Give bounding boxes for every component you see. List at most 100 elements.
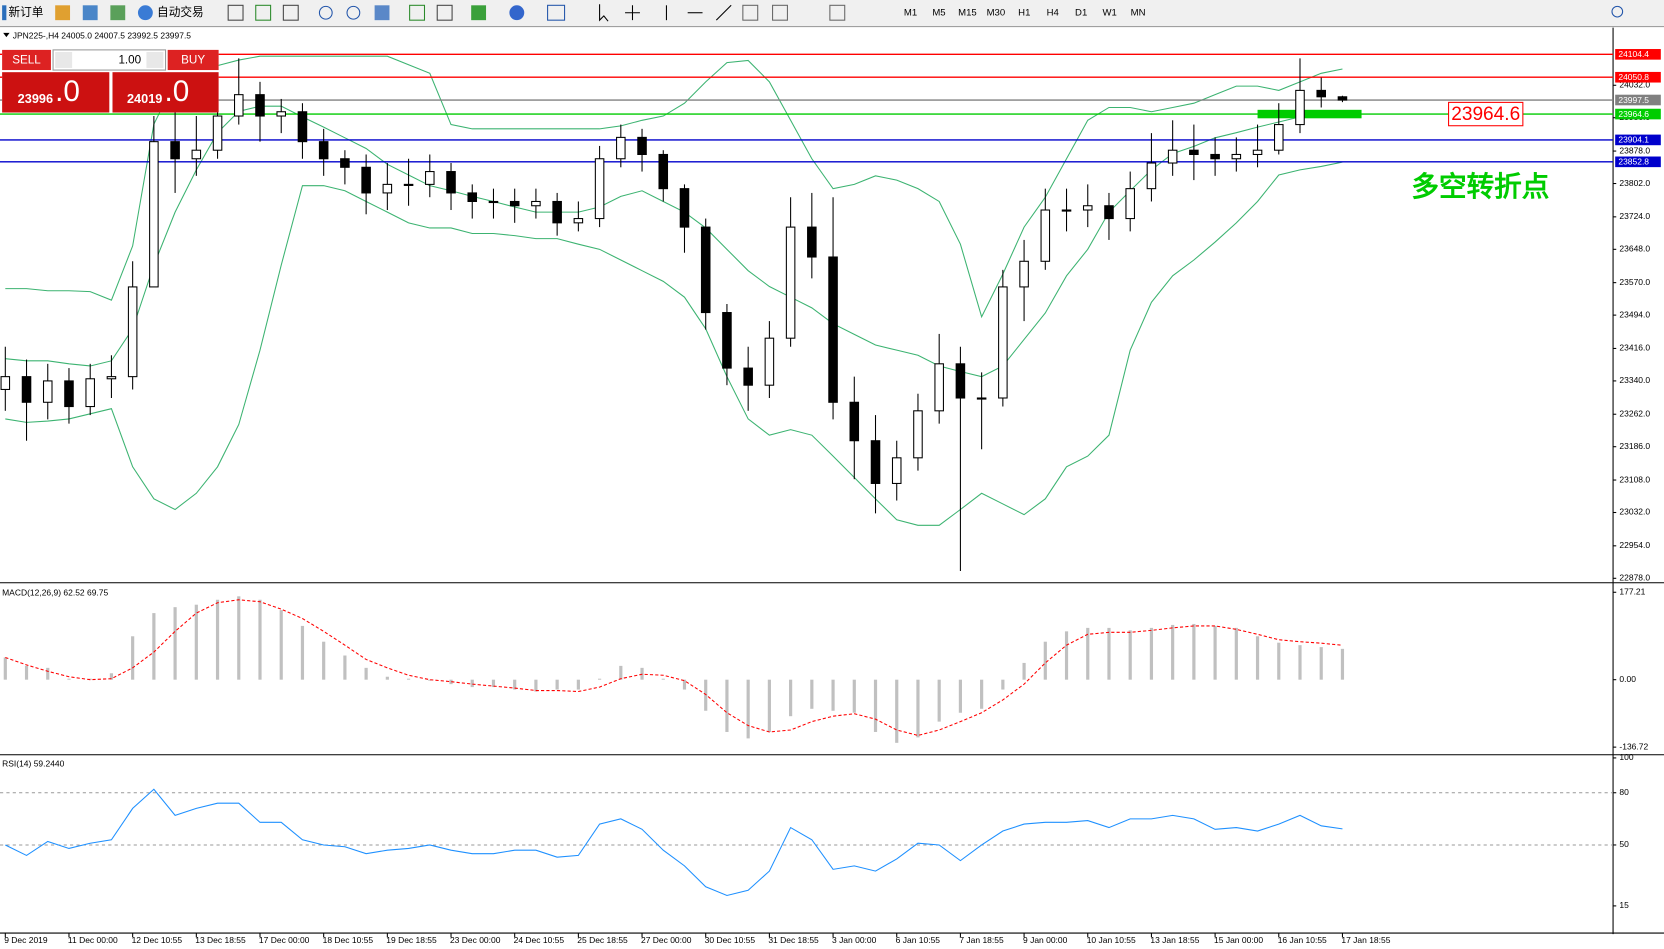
- auto-trading-button[interactable]: 自动交易: [157, 5, 204, 19]
- sell-button[interactable]: [2, 49, 51, 71]
- y-tick-label: 24032.0: [1619, 80, 1650, 90]
- auto-trading-icon: [137, 5, 153, 21]
- y-tick-label: 50: [1619, 839, 1629, 849]
- level-highlight: [1257, 109, 1362, 119]
- bollinger-band: [5, 161, 1343, 526]
- macd-bar: [322, 641, 326, 680]
- macd-bar: [704, 679, 708, 711]
- level-label-box: [1615, 49, 1661, 60]
- y-tick-label: 22954.0: [1619, 540, 1650, 550]
- candle-body: [1295, 89, 1305, 126]
- y-tick-label: 23416.0: [1619, 343, 1650, 353]
- y-tick-label: 15: [1619, 900, 1629, 910]
- toolbar-icon[interactable]: [742, 4, 759, 21]
- crosshair-icon[interactable]: [625, 5, 640, 21]
- toolbar-icon[interactable]: [471, 5, 487, 21]
- toolbar-icon[interactable]: [82, 5, 98, 21]
- search-icon[interactable]: [1611, 5, 1624, 18]
- toolbar-icon[interactable]: [374, 5, 390, 21]
- y-tick-label: 177.21: [1619, 587, 1645, 597]
- macd-bar: [1107, 627, 1111, 680]
- macd-bar: [470, 679, 474, 688]
- candle-body: [21, 376, 32, 403]
- level-label: 24050.8: [1618, 72, 1649, 82]
- candle-body: [1146, 162, 1157, 190]
- toolbar-icon[interactable]: [282, 4, 299, 21]
- buy-button[interactable]: [167, 49, 219, 71]
- y-tick-label: 23262.0: [1619, 408, 1650, 418]
- x-tick-label: 12 Dec 10:55: [132, 935, 183, 945]
- macd-bar: [385, 676, 389, 680]
- timeframe-label: MN: [1131, 7, 1146, 18]
- macd-bar: [194, 604, 198, 680]
- lots-value: 1.00: [118, 54, 141, 67]
- cursor-icon[interactable]: [599, 4, 609, 22]
- toolbar-icon[interactable]: [829, 4, 846, 21]
- candle-body: [913, 410, 923, 459]
- toolbar-icon[interactable]: [509, 5, 525, 21]
- lots-down[interactable]: [55, 52, 73, 68]
- x-tick-label: 27 Dec 00:00: [641, 935, 692, 945]
- toolbar-icons: [227, 4, 1624, 22]
- macd-bar: [1255, 636, 1260, 680]
- x-tick-label: 25 Dec 18:55: [577, 935, 628, 945]
- macd-bar: [1128, 630, 1132, 680]
- x-tick-label: 7 Jan 18:55: [959, 935, 1004, 945]
- macd-bar: [279, 610, 283, 680]
- lots-up[interactable]: [146, 52, 164, 68]
- candle-body: [785, 226, 796, 339]
- candle-body: [1210, 153, 1220, 160]
- candle-body: [679, 188, 690, 228]
- macd-bar: [1213, 625, 1217, 680]
- macd-bar: [152, 613, 156, 680]
- macd-bar: [1234, 627, 1238, 680]
- trendline-icon[interactable]: [715, 4, 732, 21]
- y-tick-label: 100: [1619, 752, 1633, 762]
- bid-box[interactable]: [2, 72, 110, 113]
- new-order-button[interactable]: 新订单: [8, 5, 43, 19]
- macd-bar: [958, 679, 962, 713]
- macd-bar: [1319, 647, 1323, 680]
- macd-bar: [343, 655, 347, 680]
- toolbar-icon[interactable]: [110, 5, 126, 21]
- macd-bar: [428, 679, 432, 681]
- y-tick-label: 23802.0: [1619, 178, 1650, 188]
- macd-bar: [237, 596, 241, 680]
- toolbar-icon[interactable]: [227, 4, 244, 21]
- macd-bar: [131, 636, 135, 680]
- toolbar-icon[interactable]: [547, 4, 566, 21]
- macd-bar: [725, 679, 729, 732]
- toolbar-icon[interactable]: [436, 4, 453, 21]
- toolbar-icon[interactable]: [255, 4, 272, 21]
- title-marker: [3, 32, 10, 38]
- macd-bar: [258, 599, 262, 680]
- ask-box[interactable]: [112, 72, 219, 113]
- candle-body: [891, 457, 902, 484]
- candle-body: [552, 200, 562, 224]
- x-tick-label: 16 Jan 10:55: [1278, 935, 1327, 945]
- toolbar-icon[interactable]: [772, 4, 788, 21]
- candle-body: [743, 367, 753, 386]
- candle-body: [1061, 209, 1072, 212]
- macd-bar: [1340, 648, 1345, 680]
- chart-title: MACD(12,26,9) 62.52 69.75: [2, 588, 108, 598]
- zoom-out-icon[interactable]: [346, 5, 361, 20]
- toolbar-icon[interactable]: [55, 5, 71, 21]
- macd-bar: [767, 679, 771, 732]
- level-label: 23852.8: [1618, 157, 1649, 167]
- candle-body: [807, 226, 817, 258]
- macd-bar: [1043, 641, 1047, 680]
- macd-bar: [661, 678, 665, 680]
- candle-body: [1231, 153, 1242, 160]
- macd-bar: [3, 657, 7, 680]
- lots-input[interactable]: [52, 49, 167, 71]
- level-label-box: [1615, 94, 1661, 106]
- toolbar-icon[interactable]: [409, 4, 426, 21]
- timeframe-label: M5: [932, 7, 945, 18]
- x-tick-label: 24 Dec 10:55: [514, 935, 565, 945]
- zoom-in-icon[interactable]: [318, 5, 333, 20]
- candle-body: [573, 218, 584, 224]
- candle-body: [64, 380, 74, 408]
- candle-body: [170, 141, 180, 160]
